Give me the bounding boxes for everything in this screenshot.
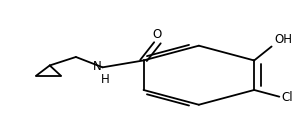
Text: H: H — [101, 73, 109, 86]
Text: O: O — [153, 28, 162, 41]
Text: Cl: Cl — [282, 91, 293, 104]
Text: OH: OH — [274, 33, 292, 46]
Text: N: N — [92, 60, 101, 73]
